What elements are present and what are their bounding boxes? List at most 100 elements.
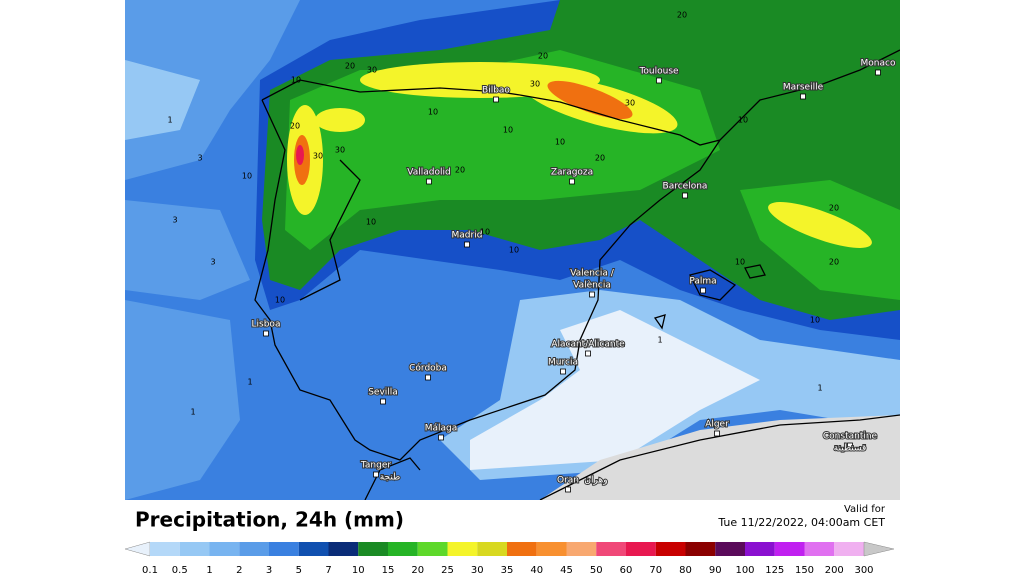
- contour-label: 3: [172, 216, 177, 225]
- city-label: Toulouse: [638, 67, 679, 77]
- tick-label: 90: [709, 565, 722, 576]
- contour-label: 10: [366, 218, 376, 227]
- color-swatch: [536, 542, 567, 556]
- color-swatch: [150, 542, 180, 556]
- color-swatch: [715, 542, 745, 556]
- city-label: Murcia: [548, 358, 578, 368]
- color-swatch: [447, 542, 478, 556]
- contour-label: 20: [345, 62, 355, 71]
- city-marker: [560, 368, 566, 375]
- contour-label: 10: [738, 116, 748, 125]
- city-marker: [380, 398, 386, 405]
- city-marker: [875, 69, 881, 76]
- contour-label: 20: [290, 122, 300, 131]
- color-swatch: [804, 542, 835, 556]
- color-swatch: [685, 542, 716, 556]
- contour-label: 10: [810, 316, 820, 325]
- city-label: Zaragoza: [551, 168, 593, 178]
- city-label: Sevilla: [368, 388, 398, 398]
- contour-label: 3: [210, 258, 215, 267]
- tick-label: 1: [206, 565, 212, 576]
- contour-label: 30: [367, 66, 377, 75]
- city-marker: [589, 291, 595, 298]
- tick-label: 300: [854, 565, 873, 576]
- contour-label: 1: [190, 408, 195, 417]
- tick-label: 35: [501, 565, 514, 576]
- contour-label: 10: [428, 108, 438, 117]
- tick-label: 7: [325, 565, 331, 576]
- contour-label: 1: [817, 384, 822, 393]
- city-label: Palma: [689, 277, 716, 287]
- color-swatch: [626, 542, 656, 556]
- tick-label: 45: [560, 565, 573, 576]
- tick-label: 2: [236, 565, 242, 576]
- city-label: Málaga: [425, 424, 458, 434]
- city-label: Alacant/Alicante: [551, 340, 625, 350]
- city-marker: [373, 471, 379, 478]
- city-label: Valladolid: [407, 168, 450, 178]
- tick-label: 70: [649, 565, 662, 576]
- color-swatch: [596, 542, 626, 556]
- city-label: Constantine: [823, 432, 878, 442]
- tick-label: 50: [590, 565, 603, 576]
- city-label: Tanger: [360, 461, 391, 471]
- contour-label: 1: [657, 336, 662, 345]
- tick-label: 125: [765, 565, 784, 576]
- tick-label: 15: [382, 565, 395, 576]
- contour-label: 20: [829, 204, 839, 213]
- city-labels: Toulouse Monaco Marseille Bilbao Valladolid Z…: [251, 58, 897, 493]
- contour-label: 30: [530, 80, 540, 89]
- tick-label: 80: [679, 565, 692, 576]
- city-marker: [585, 350, 591, 357]
- city-label: قسنطينة: [834, 444, 867, 454]
- city-label: طنجة: [380, 473, 401, 483]
- tick-label: 40: [530, 565, 543, 576]
- color-swatch: [269, 542, 299, 556]
- tick-label: 30: [471, 565, 484, 576]
- color-swatch: [328, 542, 359, 556]
- color-swatch: [566, 542, 597, 556]
- color-swatch: [477, 542, 507, 556]
- city-marker: [714, 430, 720, 437]
- color-bar: 0.1 0.5 1 2 3 5 7 10 15 20 25 30 35 40 45 50 60 70 80 90 100…: [124, 541, 895, 576]
- contour-label: 10: [503, 126, 513, 135]
- color-swatch: [209, 542, 240, 556]
- arrow-low: [124, 541, 151, 557]
- contour-label: 10: [291, 76, 301, 85]
- contour-label: 30: [625, 99, 635, 108]
- color-swatch: [417, 542, 448, 556]
- color-swatch: [774, 542, 805, 556]
- tick-label: 25: [441, 565, 454, 576]
- contour-label: 3: [197, 154, 202, 163]
- contour-label: 1: [247, 378, 252, 387]
- city-marker: [426, 178, 432, 185]
- tick-label: 100: [735, 565, 754, 576]
- contour-label: 10: [735, 258, 745, 267]
- city-label: València: [573, 280, 611, 291]
- city-marker: [464, 241, 470, 248]
- city-label: Lisboa: [252, 320, 281, 330]
- color-swatch: [655, 542, 686, 556]
- legend-title: Precipitation, 24h (mm): [135, 508, 404, 532]
- city-marker: [682, 192, 688, 199]
- contour-label: 30: [335, 146, 345, 155]
- city-label: Barcelona: [663, 182, 708, 192]
- contour-label: 30: [313, 152, 323, 161]
- tick-label: 0.1: [142, 565, 158, 576]
- contour-label: 10: [242, 172, 252, 181]
- arrow-high: [863, 541, 895, 557]
- city-marker: [847, 442, 853, 449]
- contour-labels: 20 30 30 20 30 30 20 10 20 30 10 10 20 10 10 20 10 10 20 20…: [167, 11, 839, 417]
- city-label: وهران: [584, 476, 607, 486]
- contour-label: 20: [595, 154, 605, 163]
- city-marker: [656, 77, 662, 84]
- color-swatch: [358, 542, 388, 556]
- tick-label: 10: [352, 565, 365, 576]
- tick-label: 150: [795, 565, 814, 576]
- tick-label: 3: [266, 565, 272, 576]
- contour-label: 1: [167, 116, 172, 125]
- city-label: Marseille: [783, 83, 824, 93]
- color-swatch: [507, 542, 537, 556]
- city-label: Valencia /: [570, 269, 615, 279]
- city-label: Madrid: [452, 231, 483, 241]
